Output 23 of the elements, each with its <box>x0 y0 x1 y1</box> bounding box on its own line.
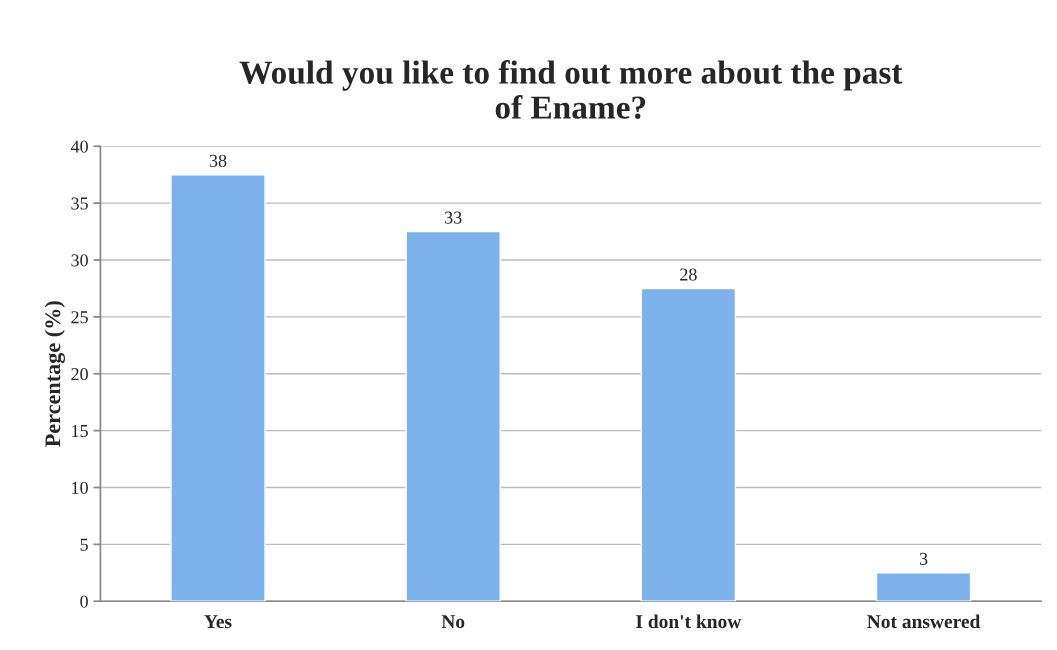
y-tick-label: 15 <box>72 424 88 438</box>
data-label: 33 <box>445 211 462 224</box>
y-tick-label: 20 <box>71 368 88 381</box>
bar <box>875 572 972 602</box>
y-tick-label: 35 <box>71 197 88 210</box>
data-label: 28 <box>680 268 697 281</box>
bar <box>640 287 737 602</box>
y-tick-label: 0 <box>80 595 88 608</box>
y-tick-label: 5 <box>80 538 88 551</box>
bar <box>405 230 501 602</box>
chart-title: Would you like to find out more about the past of Ename? <box>239 60 903 119</box>
y-tick-label: 10 <box>72 481 88 494</box>
x-tick-label: Not answered <box>867 614 981 629</box>
y-tick-label: 25 <box>71 311 88 324</box>
y-tick-label: 30 <box>71 254 88 267</box>
bar <box>170 173 266 602</box>
y-tick-label: 40 <box>70 140 88 153</box>
x-tick-label: I don't know <box>636 614 742 629</box>
y-axis-title: Percentage (%) <box>44 301 65 447</box>
x-tick-label: No <box>441 615 465 629</box>
x-tick-label: Yes <box>204 615 232 629</box>
data-label: 3 <box>919 552 928 565</box>
data-label: 38 <box>209 154 227 167</box>
